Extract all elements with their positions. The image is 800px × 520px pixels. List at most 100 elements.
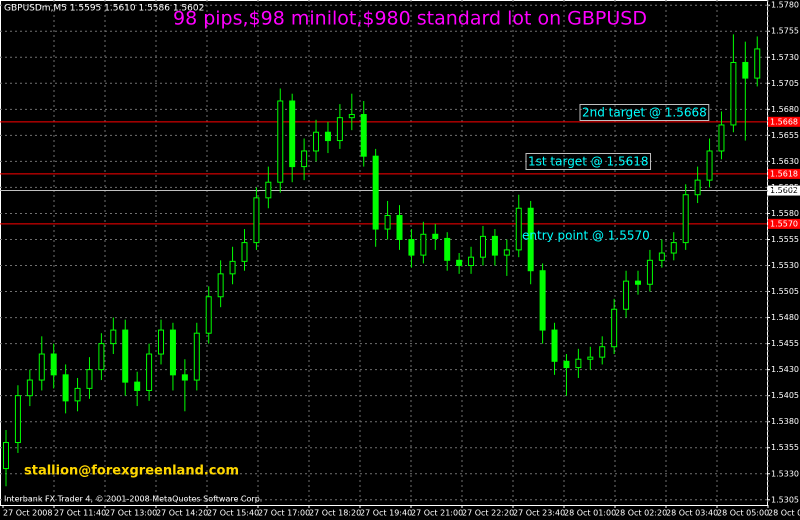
- y-tick-label: 1.5630: [771, 157, 799, 166]
- candle-body: [694, 179, 701, 196]
- candle-body: [527, 207, 534, 272]
- y-tick-label: 1.5530: [771, 261, 799, 270]
- candle-body: [730, 61, 737, 126]
- labels: 1.5780 1.5755 1.5730 1.5705 1.5680 1.5655 1.56…: [3, 1, 800, 518]
- candle-body: [670, 242, 677, 254]
- price-level-box: [768, 218, 800, 229]
- chart-title: 98 pips,$98 minilot,$980 standard lot on…: [173, 8, 647, 30]
- candle-body: [62, 374, 69, 402]
- candle-body: [420, 233, 427, 256]
- x-tick-label: 28 Oct 03:40: [666, 509, 718, 518]
- price-level-label: 1.5618: [770, 169, 798, 178]
- candle-body: [551, 329, 558, 362]
- candle-body: [611, 308, 618, 348]
- candle-body: [193, 332, 200, 381]
- y-tick-label: 1.5405: [771, 391, 799, 400]
- x-tick-label: 27 Oct 14:20: [156, 509, 208, 518]
- annotation-box: [525, 153, 652, 170]
- candle-body: [181, 374, 188, 381]
- candle-body: [718, 124, 725, 152]
- annotation: entry point @ 1.5570: [522, 229, 650, 243]
- candle-body: [26, 379, 33, 397]
- y-tick-label: 1.5380: [771, 417, 799, 426]
- x-tick-label: 27 Oct 19:40: [360, 509, 412, 518]
- candle-body: [348, 114, 355, 119]
- candle-body: [110, 329, 117, 345]
- y-tick-label: 1.5730: [771, 53, 799, 62]
- y-tick-label: 1.5430: [771, 365, 799, 374]
- x-tick-label: 27 Oct 17:00: [258, 509, 310, 518]
- candle-body: [301, 150, 308, 168]
- watermark: stallion@forexgreenland.com: [24, 464, 239, 479]
- candle-body: [14, 395, 21, 444]
- y-tick-label: 1.5580: [771, 209, 799, 218]
- candle-body: [599, 346, 606, 358]
- candle-body: [575, 358, 582, 369]
- candle-body: [74, 387, 81, 402]
- y-tick-label: 1.5755: [771, 27, 799, 36]
- candle-body: [217, 273, 224, 298]
- candle-body: [682, 194, 689, 244]
- candle-body: [658, 252, 665, 261]
- price-level-box: [768, 185, 800, 196]
- y-tick-label: 1.5780: [771, 1, 799, 10]
- candle-body: [122, 329, 129, 383]
- candle-body: [313, 131, 320, 152]
- candle-body: [539, 270, 546, 331]
- candle-body: [742, 61, 749, 79]
- plot-frame: [0, 0, 768, 506]
- candle-body: [360, 114, 367, 157]
- candle-body: [646, 259, 653, 285]
- candle-body: [324, 131, 331, 142]
- x-tick-label: 28 Oct 01:00: [564, 509, 616, 518]
- candle-body: [289, 100, 296, 168]
- candle-body: [408, 238, 415, 256]
- y-tick-label: 1.5455: [771, 339, 799, 348]
- price-level-label: 1.5602: [770, 186, 798, 195]
- candle-body: [146, 353, 153, 391]
- y-tick-label: 1.5680: [771, 105, 799, 114]
- x-tick-label: 28 Oct 05:00: [717, 509, 769, 518]
- candle-body: [3, 442, 9, 470]
- price-level-box: [768, 116, 800, 127]
- x-tick-label: 27 Oct 22:20: [462, 509, 514, 518]
- candle-body: [384, 215, 391, 230]
- copyright: Interbank FX Trader 4, © 2001-2008 MetaQ…: [4, 495, 262, 504]
- annotation: 2nd target @ 1.5668: [582, 106, 707, 120]
- y-tick-label: 1.5355: [771, 443, 799, 452]
- y-tick-label: 1.5480: [771, 313, 799, 322]
- candle-body: [432, 233, 439, 239]
- grid: [0, 0, 770, 508]
- candle-body: [169, 329, 176, 376]
- candle-body: [277, 100, 284, 183]
- candle-body: [50, 353, 57, 376]
- candle-body: [134, 381, 141, 391]
- price-level-label: 1.5570: [770, 219, 798, 228]
- candle-body: [265, 181, 272, 199]
- x-tick-label: 27 Oct 2008: [3, 509, 52, 518]
- candle-body: [396, 215, 403, 240]
- candle-body: [372, 155, 379, 230]
- candle-body: [229, 260, 236, 275]
- levels: 1.5668 1.5618 1.5602 1.5570: [0, 116, 800, 229]
- x-tick-label: 27 Oct 15:40: [207, 509, 259, 518]
- candle-body: [468, 256, 475, 267]
- candle-body: [86, 369, 93, 389]
- y-tick-label: 1.5655: [771, 131, 799, 140]
- x-tick-label: 27 Oct 13:00: [105, 509, 157, 518]
- candle-body: [336, 117, 343, 142]
- x-tick-label: 28 Oct 06:20: [768, 509, 800, 518]
- candles: [3, 34, 761, 487]
- candle-body: [587, 356, 594, 360]
- candle-body: [158, 329, 165, 355]
- y-tick-label: 1.5330: [771, 469, 799, 478]
- y-tick-label: 1.5705: [771, 79, 799, 88]
- candle-body: [515, 207, 522, 251]
- y-tick-label: 1.5555: [771, 235, 799, 244]
- candle-body: [563, 360, 570, 369]
- candle-body: [623, 280, 630, 310]
- candle-body: [444, 237, 451, 261]
- candle-body: [98, 343, 105, 371]
